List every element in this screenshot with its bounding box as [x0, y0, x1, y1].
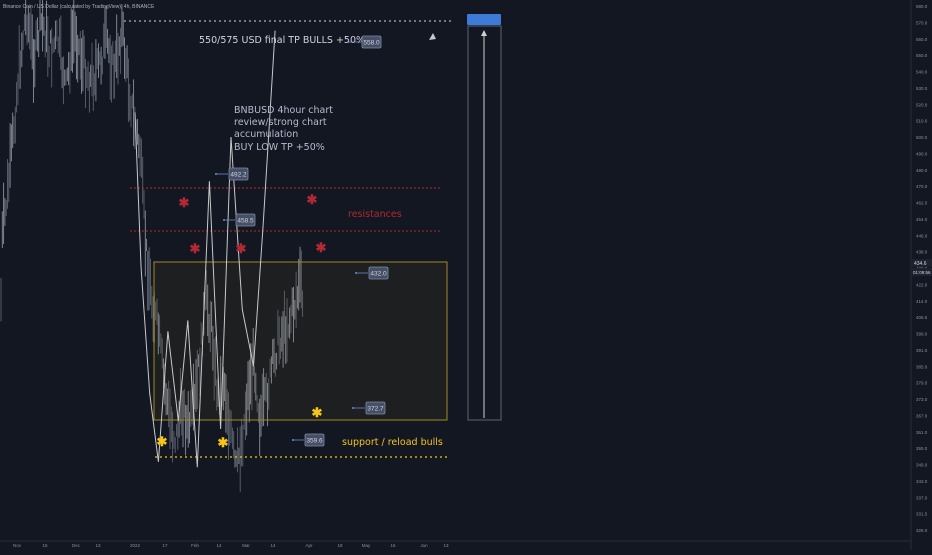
measure-label: [467, 14, 501, 25]
x-tick-label: Feb: [191, 543, 199, 548]
last-price-value: 434.6: [914, 261, 927, 267]
measure-arrow-head: [481, 30, 487, 36]
price-callout: 372.7: [352, 401, 386, 415]
red-asterisk-5: ✱: [316, 240, 327, 255]
forecast-arrow-head: [429, 33, 436, 40]
price-callout-label: 558.0: [363, 40, 380, 47]
target-text: 550/575 USD final TP BULLS +50%: [199, 35, 365, 46]
y-tick-label: 580.0: [916, 4, 928, 9]
y-tick-label: 337.0: [916, 495, 928, 500]
resistance-text: resistances: [348, 209, 402, 220]
y-tick-label: 399.0: [916, 332, 928, 337]
price-callout: 558.0: [347, 35, 382, 49]
x-tick-label: 16: [390, 543, 396, 548]
support-text: support / reload bulls: [342, 437, 443, 448]
price-callout-label: 458.5: [237, 218, 254, 225]
y-tick-label: 480.0: [916, 168, 928, 173]
price-callouts: 558.0 492.2 458.5 432.0 372.7 359.6: [215, 35, 389, 447]
x-tick-label: 14: [270, 543, 276, 548]
countdown-badge: [912, 268, 932, 276]
y-tick-label: 446.0: [916, 233, 928, 238]
x-tick-label: Nov: [13, 543, 22, 548]
y-tick-label: 520.0: [916, 102, 928, 107]
yellow-asterisk-3: ✱: [312, 405, 323, 420]
y-tick-label: 385.0: [916, 364, 928, 369]
y-tick-label: 570.0: [916, 20, 928, 25]
x-tick-label: Dec: [72, 543, 81, 548]
analysis-line-3: accumulation: [234, 129, 298, 140]
price-callout-label: 492.2: [230, 172, 247, 179]
price-callout: 359.6: [292, 433, 325, 447]
countdown-value: 01:09:56: [913, 270, 931, 275]
y-tick-label: 422.0: [916, 282, 928, 287]
yellow-asterisk-2: ✱: [218, 435, 229, 450]
x-tick-label: 2022: [130, 543, 141, 548]
x-tick-label: 18: [337, 543, 343, 548]
y-tick-label: 530.0: [916, 86, 928, 91]
price-callout-label: 432.0: [370, 271, 387, 278]
x-tick-label: 14: [216, 543, 222, 548]
y-tick-label: 355.0: [916, 446, 928, 451]
red-asterisk-4: ✱: [236, 241, 247, 256]
y-tick-label: 349.0: [916, 463, 928, 468]
x-tick-label: 15: [42, 543, 48, 548]
red-asterisk-1: ✱: [179, 195, 190, 210]
y-tick-label: 343.0: [916, 479, 928, 484]
last-price-badge: [912, 259, 932, 267]
x-tick-label: Mar: [242, 543, 250, 548]
price-callout: 492.2: [215, 167, 249, 181]
y-tick-label: 490.0: [916, 151, 928, 156]
x-tick-label: 13: [443, 543, 449, 548]
forecast-path: [134, 30, 276, 468]
analysis-line-4: BUY LOW TP +50%: [234, 142, 325, 153]
y-tick-label: 510.0: [916, 119, 928, 124]
y-tick-label: 414.0: [916, 299, 928, 304]
price-callout: 458.5: [223, 213, 256, 227]
red-asterisk-2: ✱: [307, 192, 318, 207]
x-tick-label: May: [362, 543, 371, 548]
y-tick-label: 500.0: [916, 135, 928, 140]
y-tick-label: 550.0: [916, 53, 928, 58]
historical-candles: [0, 0, 304, 492]
x-tick-label: Apr: [305, 543, 313, 548]
analysis-line-2: review/strong chart: [234, 117, 327, 128]
x-tick-label: 13: [95, 543, 101, 548]
symbol-header: Binance Coin / US Dollar (calculated by …: [3, 4, 155, 10]
x-tick-label: 17: [162, 543, 168, 548]
y-tick-label: 470.0: [916, 184, 928, 189]
price-callout: 432.0: [355, 266, 389, 280]
price-callout-label: 372.7: [367, 406, 384, 413]
accumulation-range-box: [153, 261, 448, 421]
y-tick-label: 462.0: [916, 201, 928, 206]
y-tick-label: 361.0: [916, 430, 928, 435]
yellow-asterisk-1: ✱: [157, 434, 168, 449]
y-tick-label: 560.0: [916, 37, 928, 42]
y-tick-label: 540.0: [916, 70, 928, 75]
y-tick-label: 367.0: [916, 413, 928, 418]
x-tick-label: Jun: [420, 543, 428, 548]
y-tick-label: 326.0: [916, 528, 928, 533]
y-tick-label: 331.5: [916, 512, 928, 517]
y-tick-label: 379.0: [916, 381, 928, 386]
analysis-line-1: BNBUSD 4hour chart: [234, 105, 333, 116]
red-asterisk-3: ✱: [190, 241, 201, 256]
y-tick-label: 373.0: [916, 397, 928, 402]
price-callout-label: 359.6: [306, 438, 323, 445]
y-tick-label: 454.0: [916, 217, 928, 222]
y-tick-label: 438.0: [916, 250, 928, 255]
y-tick-label: 391.0: [916, 348, 928, 353]
y-tick-label: 406.5: [916, 315, 928, 320]
time-axis: Nov 15 Dec 13 2022 17 Feb 14 Mar 14 Apr 18 May 16 Jun 1…: [13, 543, 449, 548]
